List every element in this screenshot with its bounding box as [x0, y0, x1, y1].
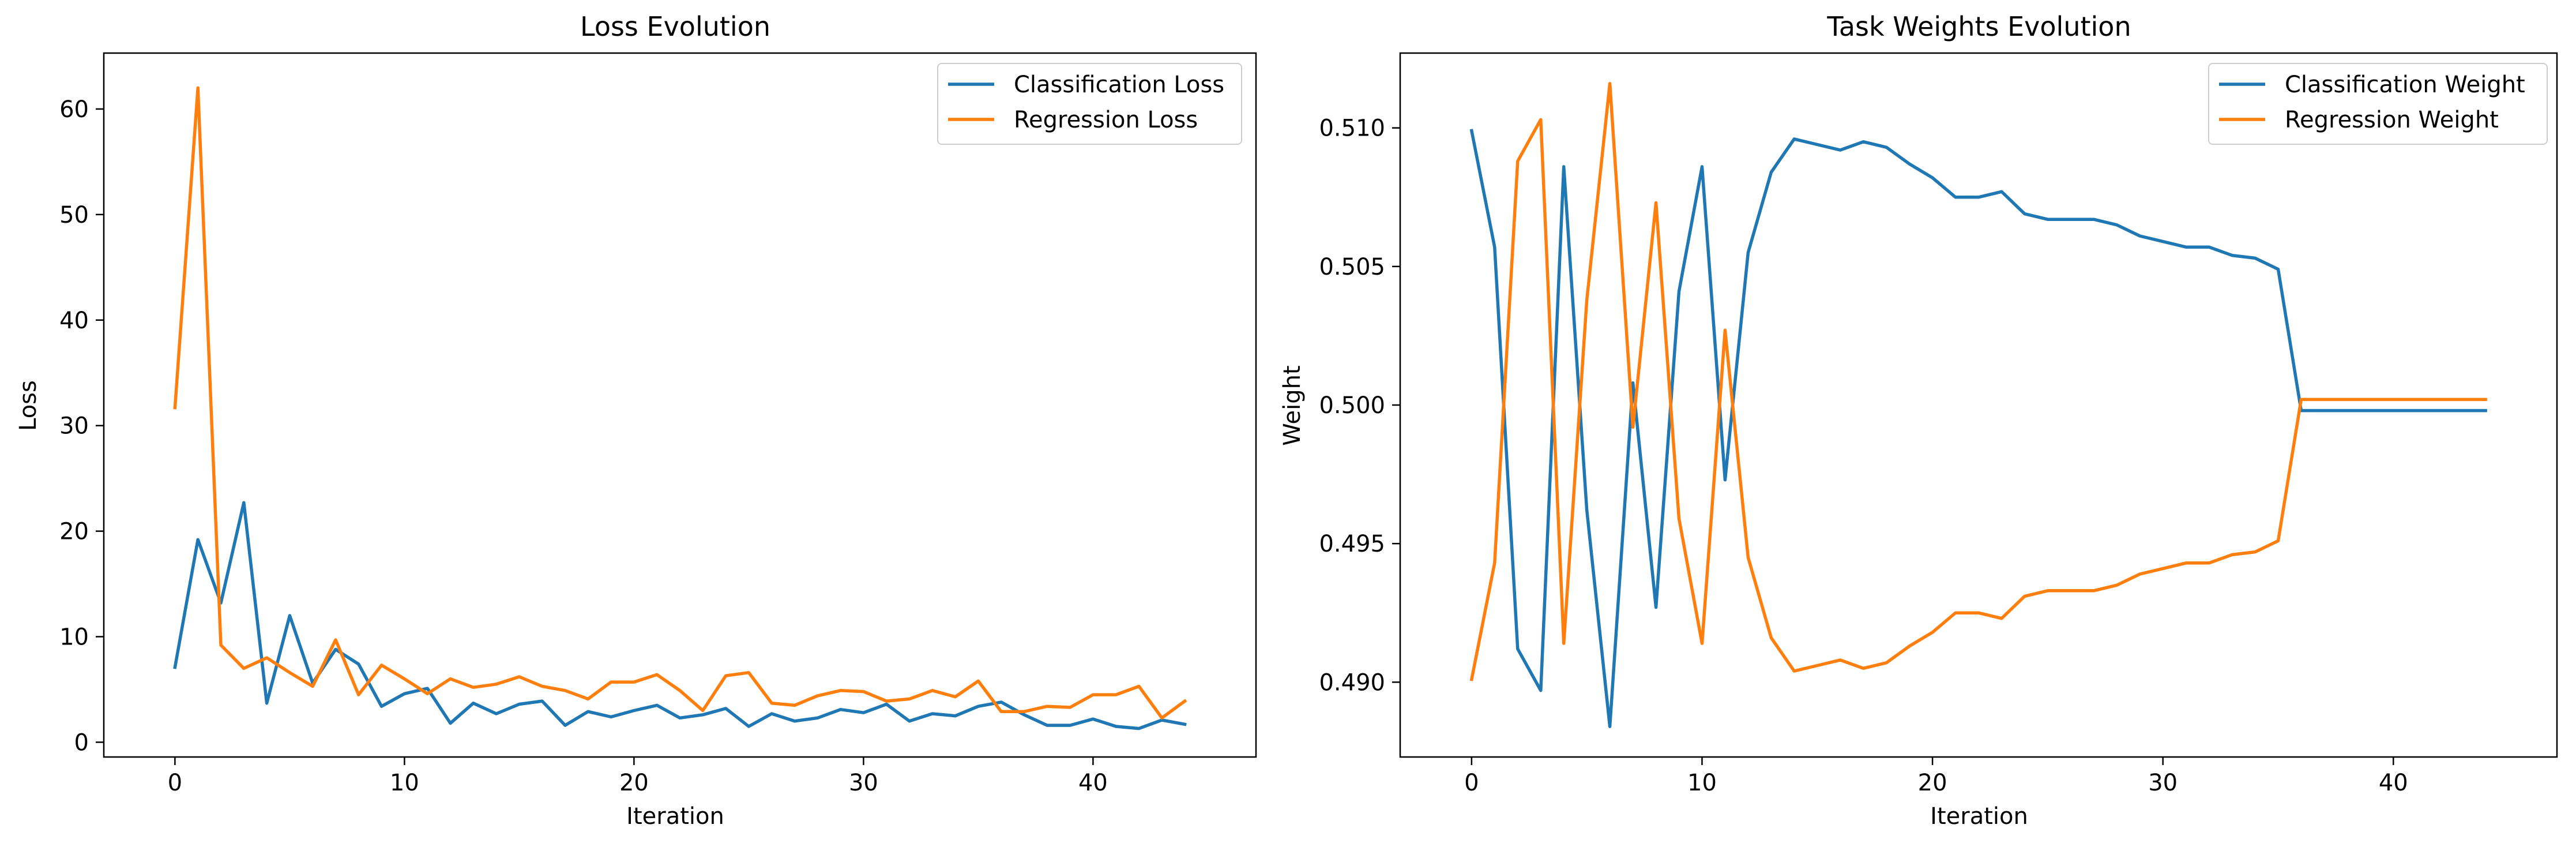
weights-chart-y-tick-label: 0.510	[1319, 115, 1385, 142]
loss-chart-x-tick-label: 10	[390, 770, 419, 796]
weights-chart-legend-box	[2208, 63, 2548, 145]
weights-chart-legend-label-classification: Classification Weight	[2285, 72, 2525, 98]
weights-chart-y-axis-label: Weight	[1279, 365, 1306, 445]
loss-chart-x-tick-label: 30	[849, 770, 878, 796]
weights-chart-series-line-classification	[1469, 129, 2487, 728]
loss-chart-series-line-regression	[173, 86, 1187, 720]
loss-chart-x-tick-label: 40	[1078, 770, 1108, 796]
loss-chart-y-tick-label: 60	[59, 96, 89, 123]
loss-chart-y-tick-label: 40	[59, 308, 89, 334]
loss-chart-legend-label-classification: Classification Loss	[1014, 72, 1224, 98]
loss-chart-series-lines	[173, 86, 1187, 730]
weights-chart-x-tick-label: 20	[1918, 770, 1947, 796]
weights-chart-legend-label-regression: Regression Weight	[2285, 107, 2499, 133]
weights-chart-plot-frame	[1399, 52, 2558, 758]
loss-chart-x-axis-label: Iteration	[626, 803, 724, 830]
weights-chart-series-line-regression	[1469, 82, 2487, 681]
loss-chart-title: Loss Evolution	[580, 11, 770, 42]
loss-chart-y-tick-label: 20	[59, 519, 89, 545]
loss-chart-y-axis-label: Loss	[15, 380, 42, 431]
weights-chart-title: Task Weights Evolution	[1826, 11, 2131, 42]
weights-chart-x-axis-label: Iteration	[1930, 803, 2028, 830]
weights-chart-x-tick-label: 10	[1687, 770, 1717, 796]
weights-chart-y-tick-label: 0.495	[1319, 531, 1385, 557]
loss-chart-y-tick-label: 30	[59, 413, 89, 440]
loss-chart-ticks: 0 10 20 30 40 0 10 20 30 40 50 60	[59, 96, 1108, 796]
weights-chart-x-tick-label: 30	[2148, 770, 2178, 796]
loss-chart-y-tick-label: 50	[59, 202, 89, 228]
weights-chart-y-tick-label: 0.490	[1319, 669, 1385, 696]
loss-chart-x-tick-label: 20	[619, 770, 649, 796]
loss-chart-legend-label-regression: Regression Loss	[1014, 107, 1198, 133]
loss-chart-x-tick-label: 0	[168, 770, 182, 796]
loss-chart-y-tick-label: 10	[59, 624, 89, 650]
weights-chart-panel: Task Weights Evolution Iteration Weight …	[1279, 11, 2558, 830]
weights-chart-y-tick-label: 0.505	[1319, 254, 1385, 280]
loss-chart-legend: Classification Loss Regression Loss	[937, 63, 1242, 145]
weights-chart-series-lines	[1469, 82, 2487, 728]
weights-chart-y-tick-label: 0.500	[1319, 392, 1385, 419]
weights-chart-x-tick-label: 0	[1464, 770, 1479, 796]
weights-chart-x-tick-label: 40	[2379, 770, 2408, 796]
loss-chart-legend-box	[937, 63, 1242, 145]
loss-chart-panel: Loss Evolution Iteration Loss 0 10 20 30 400…	[15, 11, 1257, 830]
weights-chart-legend: Classification Weight Regression Weight	[2208, 63, 2548, 145]
loss-chart-plot-frame	[103, 52, 1257, 758]
weights-chart-ticks: 0 10 20 30 40 0.490 0.495 0.500 0.505 0.510	[1319, 115, 2408, 796]
loss-chart-y-tick-label: 0	[74, 729, 89, 756]
